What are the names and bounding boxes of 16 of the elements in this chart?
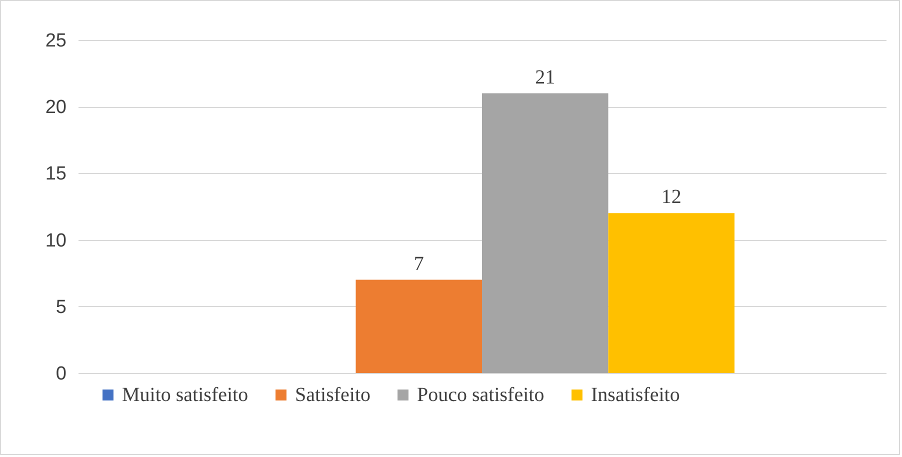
y-tick-label: 0 <box>56 364 66 384</box>
y-tick-label: 20 <box>45 97 66 118</box>
bar <box>482 93 608 373</box>
bar <box>608 213 734 373</box>
bar <box>356 280 482 373</box>
data-label: 7 <box>414 252 424 275</box>
data-label: 21 <box>535 66 556 88</box>
y-tick-label: 10 <box>45 230 66 252</box>
y-tick-label: 25 <box>45 30 66 52</box>
legend-label: Satisfeito <box>295 384 371 406</box>
data-label: 12 <box>661 186 682 208</box>
y-tick-label: 15 <box>45 164 66 185</box>
y-tick-label: 5 <box>56 296 66 318</box>
legend-label: Pouco satisfeito <box>417 384 544 406</box>
legend-label: Insatisfeito <box>591 384 680 406</box>
legend-label: Muito satisfeito <box>122 384 248 406</box>
